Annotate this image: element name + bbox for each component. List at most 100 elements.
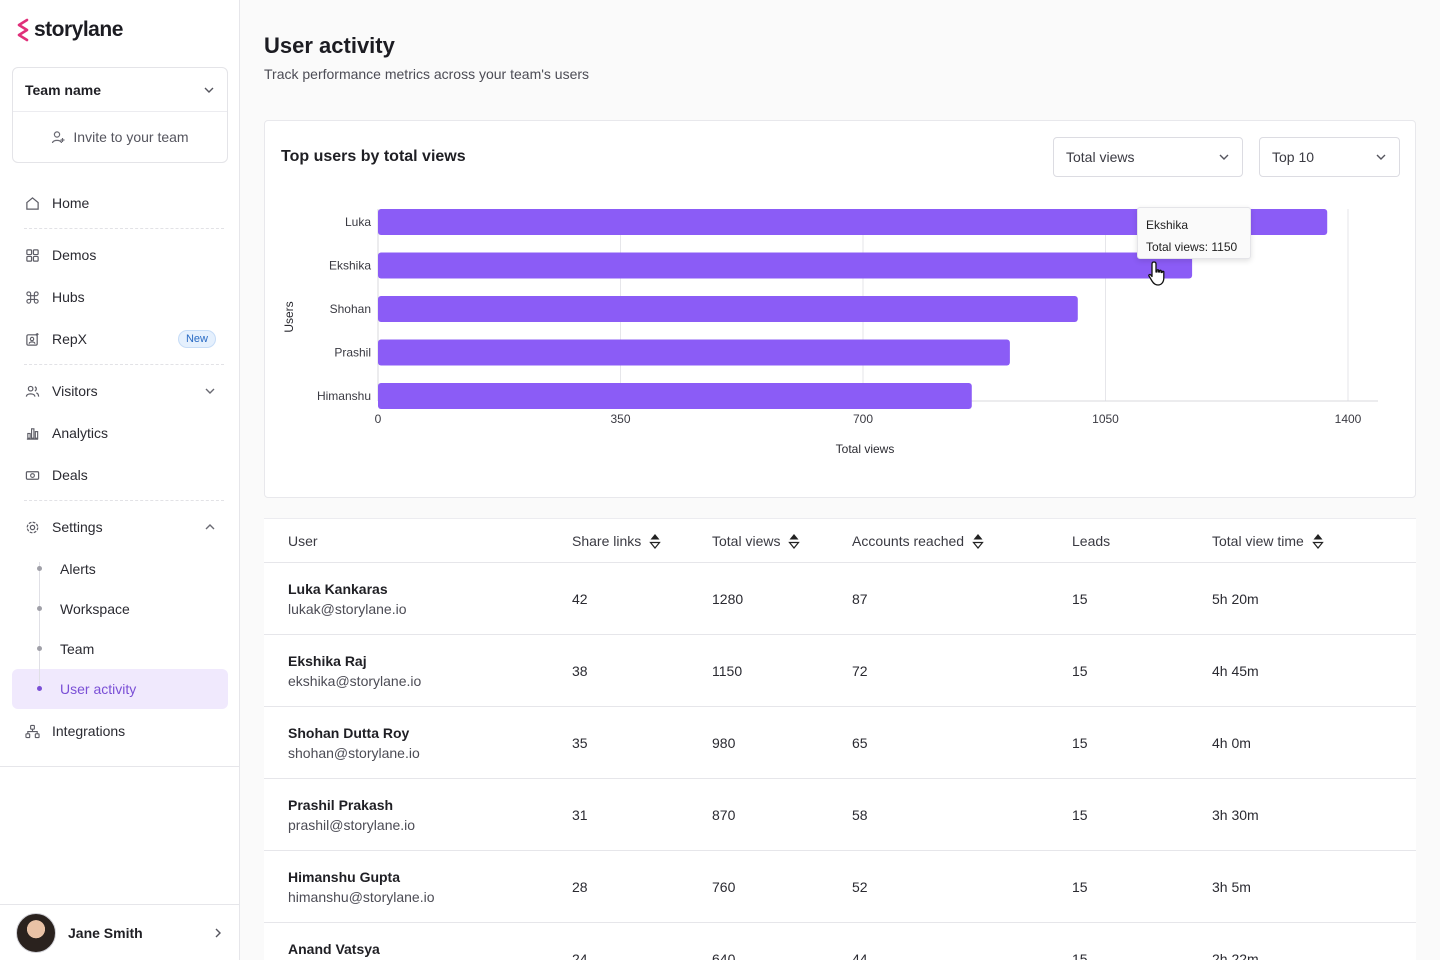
- chevron-down-icon: [204, 87, 214, 93]
- money-icon: [24, 467, 40, 483]
- chart-title: Top users by total views: [281, 148, 466, 165]
- chart-bar[interactable]: [378, 383, 972, 409]
- table-row[interactable]: Ekshika Raj ekshika@storylane.io 38 1150 72 1…: [264, 635, 1416, 707]
- nav-divider: [24, 364, 224, 365]
- sidebar-item-demos[interactable]: Demos: [12, 235, 228, 275]
- col-share-links[interactable]: Share links: [572, 519, 662, 563]
- sidebar: storylane Team name Invite to your team …: [0, 0, 240, 960]
- limit-select[interactable]: Top 10: [1259, 137, 1400, 177]
- subitem-label: Workspace: [60, 601, 130, 617]
- x-tick-label: 700: [853, 412, 873, 426]
- user-email-cell: prashil@storylane.io: [288, 817, 416, 833]
- cell-total-view-time: 2h 22m: [1212, 951, 1259, 960]
- chart-bar[interactable]: [378, 252, 1193, 279]
- user-name-cell: Anand Vatsya: [288, 941, 380, 957]
- user-email-cell: shohan@storylane.io: [288, 745, 420, 761]
- table-row[interactable]: Anand Vatsya 24 640 44 15 2h 22m: [264, 923, 1416, 960]
- sidebar-subitem-team[interactable]: Team: [12, 629, 228, 669]
- table-body: Luka Kankaras lukak@storylane.io 42 1280 87 1…: [264, 563, 1416, 960]
- subnav-dot: [37, 606, 42, 611]
- sidebar-separator: [0, 766, 240, 767]
- subnav-dot: [37, 566, 42, 571]
- metric-select-value: Total views: [1066, 149, 1135, 165]
- cell-total-views: 980: [712, 735, 736, 751]
- sidebar-item-analytics[interactable]: Analytics: [12, 413, 228, 453]
- sidebar-item-label: Home: [52, 195, 90, 211]
- cell-total-views: 1280: [712, 591, 744, 607]
- subitem-label: User activity: [60, 681, 137, 697]
- category-label: Shohan: [330, 302, 371, 316]
- sidebar-item-home[interactable]: Home: [12, 183, 228, 223]
- sidebar-item-label: Settings: [52, 519, 103, 535]
- sidebar-item-visitors[interactable]: Visitors: [12, 371, 228, 411]
- user-badge-icon: [24, 331, 40, 347]
- user-name-cell: Luka Kankaras: [288, 581, 388, 597]
- x-tick-label: 1050: [1092, 412, 1119, 426]
- subnav-line: [39, 562, 40, 690]
- x-tick-label: 350: [610, 412, 630, 426]
- brand-name: storylane: [34, 18, 123, 41]
- team-name: Team name: [25, 81, 101, 98]
- col-total-views[interactable]: Total views: [712, 519, 801, 563]
- sidebar-item-hubs[interactable]: Hubs: [12, 277, 228, 317]
- category-label: Luka: [345, 215, 371, 229]
- sidebar-subitem-alerts[interactable]: Alerts: [12, 549, 228, 589]
- user-name-cell: Ekshika Raj: [288, 653, 367, 669]
- cell-accounts-reached: 72: [852, 663, 868, 679]
- sidebar-subitem-user-activity[interactable]: User activity: [12, 669, 228, 709]
- table-row[interactable]: Shohan Dutta Roy shohan@storylane.io 35 980…: [264, 707, 1416, 779]
- sidebar-item-label: Visitors: [52, 383, 98, 399]
- chart-bar[interactable]: [378, 296, 1078, 322]
- limit-select-value: Top 10: [1272, 149, 1315, 165]
- cell-total-view-time: 3h 5m: [1212, 879, 1251, 895]
- col-label: Total view time: [1212, 533, 1304, 549]
- col-label: User: [288, 533, 318, 549]
- sidebar-item-settings[interactable]: Settings: [12, 507, 228, 547]
- cell-leads: 15: [1072, 591, 1088, 607]
- cell-leads: 15: [1072, 807, 1088, 823]
- sidebar-subitem-workspace[interactable]: Workspace: [12, 589, 228, 629]
- storylane-logo-icon: [17, 18, 29, 42]
- team-switcher: Team name Invite to your team: [12, 67, 228, 163]
- invite-team-button[interactable]: Invite to your team: [13, 112, 227, 162]
- subnav-dot: [37, 646, 42, 651]
- col-accounts-reached[interactable]: Accounts reached: [852, 519, 984, 563]
- col-label: Accounts reached: [852, 533, 965, 549]
- sidebar-item-integrations[interactable]: Integrations: [12, 711, 228, 751]
- table-row[interactable]: Luka Kankaras lukak@storylane.io 42 1280 87 1…: [264, 563, 1416, 635]
- cell-accounts-reached: 58: [852, 807, 868, 823]
- team-select[interactable]: Team name: [13, 68, 227, 112]
- sidebar-item-deals[interactable]: Deals: [12, 455, 228, 495]
- chart-bar[interactable]: [378, 209, 1328, 235]
- user-menu[interactable]: Jane Smith: [0, 904, 240, 960]
- x-tick-label: 0: [375, 412, 382, 426]
- subitem-label: Alerts: [60, 561, 96, 577]
- subitem-label: Team: [60, 641, 95, 657]
- x-axis-label: Total views: [836, 442, 895, 456]
- metric-select[interactable]: Total views: [1053, 137, 1243, 177]
- sort-icon: [788, 534, 801, 549]
- page-title: User activity: [264, 33, 395, 58]
- table-row[interactable]: Himanshu Gupta himanshu@storylane.io 28 760…: [264, 851, 1416, 923]
- invite-label: Invite to your team: [73, 129, 189, 145]
- cell-total-view-time: 4h 45m: [1212, 663, 1259, 679]
- col-label: Leads: [1072, 533, 1111, 549]
- sidebar-item-repx[interactable]: RepX New: [12, 319, 228, 359]
- cell-share-links: 31: [572, 807, 588, 823]
- gear-icon: [24, 519, 40, 535]
- cell-leads: 15: [1072, 735, 1088, 751]
- cell-leads: 15: [1072, 879, 1088, 895]
- cell-leads: 15: [1072, 951, 1088, 960]
- user-name-cell: Himanshu Gupta: [288, 869, 401, 885]
- cell-total-views: 760: [712, 879, 736, 895]
- user-email-cell: himanshu@storylane.io: [288, 889, 435, 905]
- chart-bar[interactable]: [378, 339, 1010, 366]
- sort-icon: [1312, 534, 1324, 549]
- sidebar-item-label: Hubs: [52, 289, 85, 305]
- col-total-view-time[interactable]: Total view time: [1212, 519, 1324, 563]
- brand-logo[interactable]: storylane: [16, 16, 123, 44]
- table-row[interactable]: Prashil Prakash prashil@storylane.io 31 870…: [264, 779, 1416, 851]
- command-icon: [24, 289, 40, 305]
- col-label: Share links: [572, 533, 642, 549]
- sidebar-item-label: Integrations: [52, 723, 126, 739]
